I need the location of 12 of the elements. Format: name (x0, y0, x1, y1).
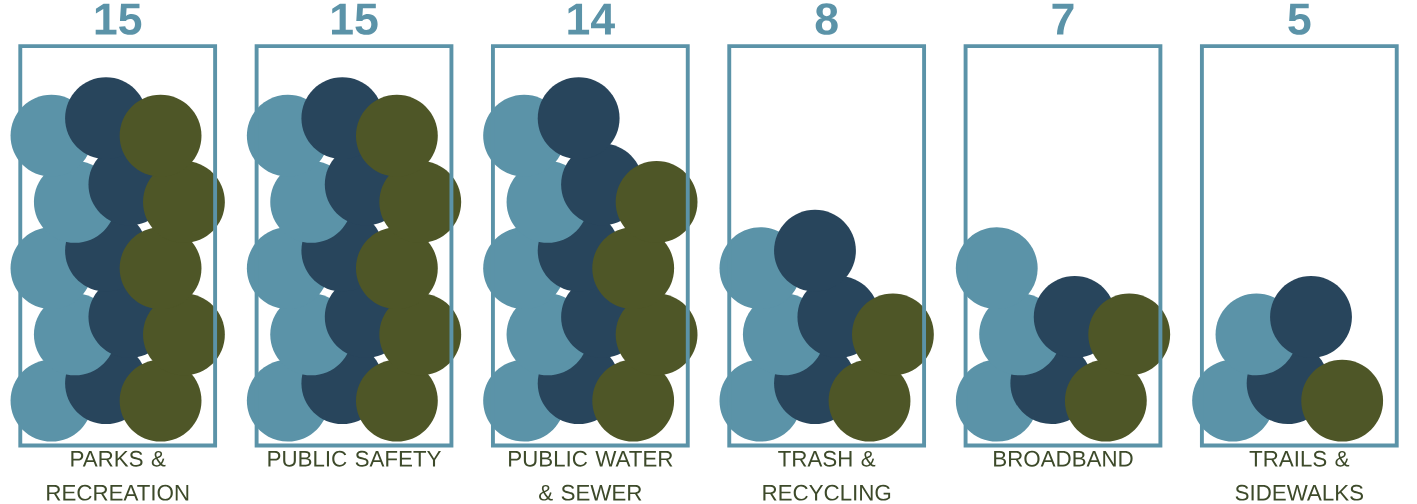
data-label: 14 (568, 3, 615, 35)
category-label: PUBLIC SAFETY (268, 450, 441, 467)
category-label: TRASH & RECYCLING (763, 450, 891, 501)
category-label: PUBLIC WATER & SEWER (509, 450, 673, 501)
category-label: BROADBAND (994, 450, 1133, 467)
category-label: TRAILS & SIDEWALKS (1235, 450, 1363, 501)
data-label: 7 (1052, 3, 1074, 35)
data-label: 8 (815, 3, 838, 35)
data-label: 15 (95, 3, 142, 35)
data-label: 5 (1288, 3, 1311, 35)
data-label: 15 (332, 3, 378, 35)
category-label: PARKS & RECREATION (47, 450, 189, 501)
